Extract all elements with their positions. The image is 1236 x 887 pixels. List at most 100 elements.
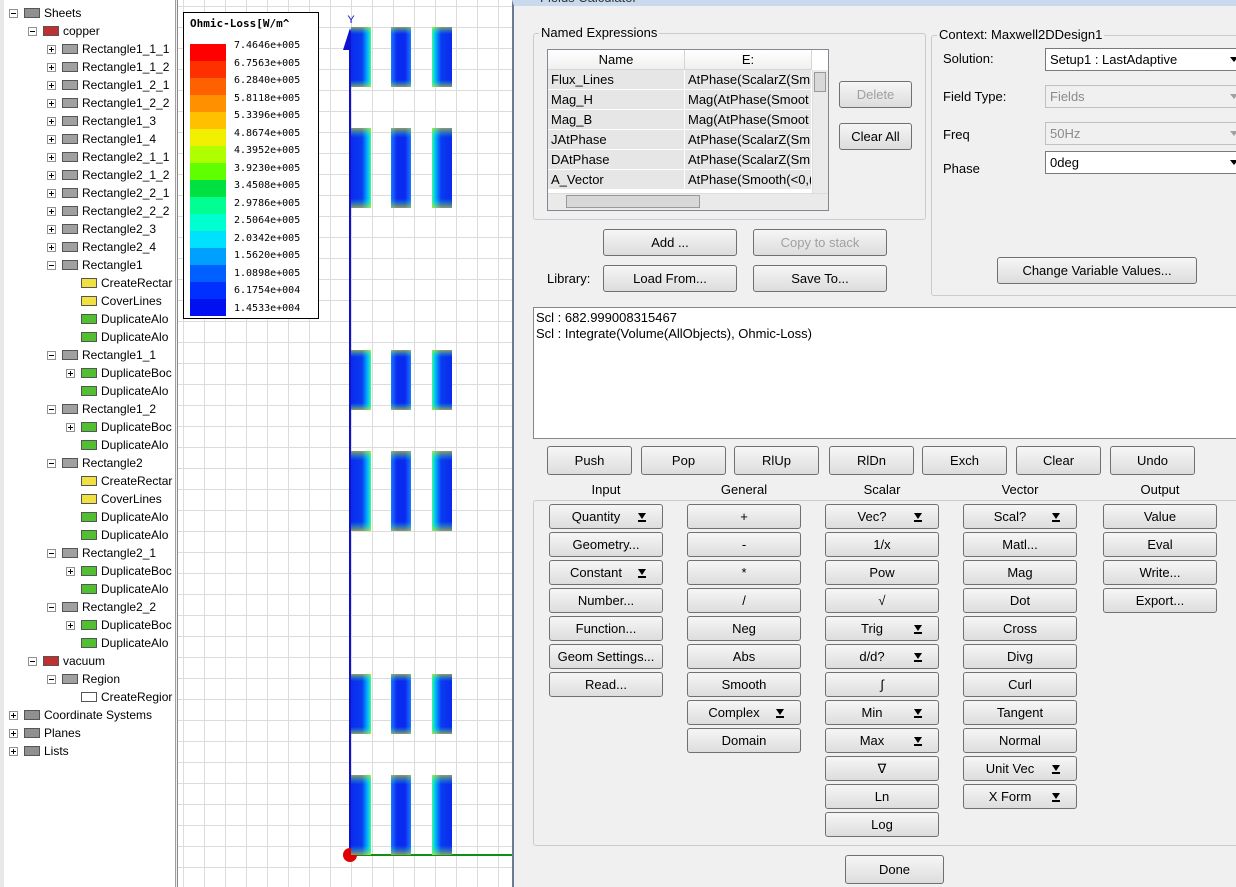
button[interactable]: Matl...: [963, 532, 1077, 557]
button[interactable]: -: [687, 532, 801, 557]
tree-expander[interactable]: [47, 153, 56, 162]
button-label: Read...: [585, 677, 627, 692]
tree-expander[interactable]: [47, 261, 56, 270]
legend-band: [190, 299, 226, 316]
button[interactable]: /: [687, 588, 801, 613]
button[interactable]: Pow: [825, 560, 939, 585]
tree-expander[interactable]: [9, 747, 18, 756]
button[interactable]: d/d?: [825, 644, 939, 669]
button[interactable]: Vec?: [825, 504, 939, 529]
button[interactable]: ∇: [825, 756, 939, 781]
button[interactable]: Push: [547, 446, 632, 475]
button[interactable]: Copy to stack: [753, 229, 887, 256]
tree-expander[interactable]: [47, 549, 56, 558]
button[interactable]: ∫: [825, 672, 939, 697]
button[interactable]: *: [687, 560, 801, 585]
button[interactable]: Smooth: [687, 672, 801, 697]
button[interactable]: Delete: [839, 81, 912, 108]
button-label: Load From...: [633, 271, 707, 286]
tree-expander[interactable]: [66, 423, 75, 432]
button[interactable]: 1/x: [825, 532, 939, 557]
button[interactable]: X Form: [963, 784, 1077, 809]
button[interactable]: Geom Settings...: [549, 644, 663, 669]
button[interactable]: Mag: [963, 560, 1077, 585]
v-thumb: [814, 72, 826, 92]
button[interactable]: Add ...: [603, 229, 737, 256]
button[interactable]: Max: [825, 728, 939, 753]
tree-expander[interactable]: [28, 27, 37, 36]
tree-expander[interactable]: [47, 189, 56, 198]
button[interactable]: Pop: [641, 446, 726, 475]
button[interactable]: Change Variable Values...: [997, 257, 1197, 284]
combo-box[interactable]: 0deg: [1045, 151, 1236, 174]
button[interactable]: Normal: [963, 728, 1077, 753]
button[interactable]: Tangent: [963, 700, 1077, 725]
button[interactable]: Clear: [1016, 446, 1101, 475]
button[interactable]: Scal?: [963, 504, 1077, 529]
button[interactable]: Trig: [825, 616, 939, 641]
tree-expander[interactable]: [66, 567, 75, 576]
button[interactable]: Unit Vec: [963, 756, 1077, 781]
button[interactable]: √: [825, 588, 939, 613]
tree-expander[interactable]: [66, 621, 75, 630]
button[interactable]: Load From...: [603, 265, 737, 292]
button[interactable]: Geometry...: [549, 532, 663, 557]
button[interactable]: Read...: [549, 672, 663, 697]
tree-expander[interactable]: [47, 351, 56, 360]
button[interactable]: Abs: [687, 644, 801, 669]
tree-expander[interactable]: [47, 675, 56, 684]
button[interactable]: Function...: [549, 616, 663, 641]
tree-expander[interactable]: [47, 405, 56, 414]
button[interactable]: +: [687, 504, 801, 529]
button[interactable]: Write...: [1103, 560, 1217, 585]
tree-expander[interactable]: [47, 81, 56, 90]
button[interactable]: Number...: [549, 588, 663, 613]
tree-expander[interactable]: [47, 135, 56, 144]
tree-expander[interactable]: [47, 243, 56, 252]
button[interactable]: Clear All: [839, 123, 912, 150]
button[interactable]: Constant: [549, 560, 663, 585]
button[interactable]: Value: [1103, 504, 1217, 529]
dropdown-bar: [914, 659, 922, 662]
tree-expander[interactable]: [9, 9, 18, 18]
button[interactable]: Min: [825, 700, 939, 725]
button[interactable]: Log: [825, 812, 939, 837]
button[interactable]: RlUp: [734, 446, 819, 475]
button[interactable]: Exch: [922, 446, 1007, 475]
tree-expander[interactable]: [66, 369, 75, 378]
button[interactable]: Neg: [687, 616, 801, 641]
tree-expander[interactable]: [47, 171, 56, 180]
button[interactable]: Eval: [1103, 532, 1217, 557]
tree-expander[interactable]: [47, 63, 56, 72]
button[interactable]: Save To...: [753, 265, 887, 292]
tree-icon: [43, 26, 59, 36]
tree-expander[interactable]: [47, 99, 56, 108]
conductor-edge: [351, 350, 371, 410]
tree-expander[interactable]: [47, 207, 56, 216]
button[interactable]: Ln: [825, 784, 939, 809]
conductor-edge: [391, 128, 411, 208]
combo-box[interactable]: Setup1 : LastAdaptive: [1045, 48, 1236, 71]
expander-v: [51, 191, 52, 196]
button[interactable]: Domain: [687, 728, 801, 753]
tree-expander[interactable]: [47, 117, 56, 126]
table-cell: AtPhase(Smooth(<0,(: [685, 170, 812, 190]
button[interactable]: Divg: [963, 644, 1077, 669]
tree-expander[interactable]: [47, 603, 56, 612]
button[interactable]: Export...: [1103, 588, 1217, 613]
button[interactable]: Cross: [963, 616, 1077, 641]
button[interactable]: Done: [845, 855, 944, 884]
button[interactable]: Curl: [963, 672, 1077, 697]
button[interactable]: Undo: [1110, 446, 1195, 475]
tree-expander[interactable]: [28, 657, 37, 666]
tree-expander[interactable]: [47, 459, 56, 468]
button[interactable]: RlDn: [829, 446, 914, 475]
button[interactable]: Quantity: [549, 504, 663, 529]
button[interactable]: Complex: [687, 700, 801, 725]
tree-icon: [81, 584, 97, 594]
tree-expander[interactable]: [47, 225, 56, 234]
tree-expander[interactable]: [9, 711, 18, 720]
tree-expander[interactable]: [47, 45, 56, 54]
tree-expander[interactable]: [9, 729, 18, 738]
button[interactable]: Dot: [963, 588, 1077, 613]
